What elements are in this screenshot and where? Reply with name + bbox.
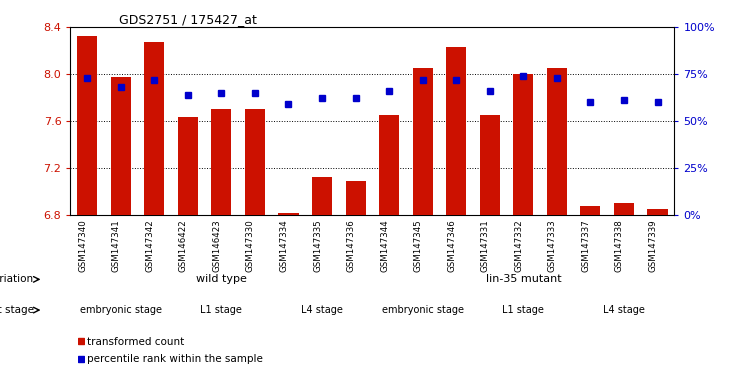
Text: L4 stage: L4 stage bbox=[603, 305, 645, 315]
Text: GSM147337: GSM147337 bbox=[582, 219, 591, 271]
Bar bbox=[312, 177, 332, 215]
Bar bbox=[379, 115, 399, 215]
Text: GSM147335: GSM147335 bbox=[313, 219, 322, 271]
Bar bbox=[110, 78, 131, 215]
Bar bbox=[77, 36, 97, 215]
Text: GSM147344: GSM147344 bbox=[380, 219, 389, 271]
Text: L4 stage: L4 stage bbox=[301, 305, 343, 315]
Bar bbox=[479, 115, 500, 215]
Text: L1 stage: L1 stage bbox=[502, 305, 545, 315]
Bar bbox=[413, 68, 433, 215]
Bar bbox=[648, 209, 668, 215]
Bar bbox=[178, 118, 198, 215]
Bar bbox=[446, 47, 466, 215]
Text: GSM147330: GSM147330 bbox=[246, 219, 255, 271]
Bar bbox=[211, 109, 231, 215]
Text: L1 stage: L1 stage bbox=[200, 305, 242, 315]
Text: development stage: development stage bbox=[0, 305, 34, 315]
Text: GDS2751 / 175427_at: GDS2751 / 175427_at bbox=[119, 13, 256, 26]
Text: wild type: wild type bbox=[196, 274, 247, 285]
Text: embryonic stage: embryonic stage bbox=[382, 305, 464, 315]
Text: GSM147340: GSM147340 bbox=[78, 219, 87, 271]
Text: GSM146423: GSM146423 bbox=[213, 219, 222, 271]
Text: GSM147346: GSM147346 bbox=[448, 219, 456, 271]
Bar bbox=[245, 109, 265, 215]
Text: GSM147342: GSM147342 bbox=[145, 219, 154, 271]
Text: GSM147336: GSM147336 bbox=[347, 219, 356, 271]
Text: transformed count: transformed count bbox=[87, 337, 184, 347]
Text: GSM147339: GSM147339 bbox=[648, 219, 657, 271]
Bar bbox=[547, 68, 567, 215]
Text: GSM147332: GSM147332 bbox=[514, 219, 523, 271]
Bar bbox=[614, 203, 634, 215]
Text: GSM147331: GSM147331 bbox=[481, 219, 490, 271]
Bar bbox=[279, 213, 299, 215]
Text: GSM147334: GSM147334 bbox=[279, 219, 288, 271]
Text: embryonic stage: embryonic stage bbox=[80, 305, 162, 315]
Bar bbox=[345, 181, 365, 215]
Text: GSM147333: GSM147333 bbox=[548, 219, 557, 271]
Text: percentile rank within the sample: percentile rank within the sample bbox=[87, 354, 262, 364]
Text: GSM146422: GSM146422 bbox=[179, 219, 187, 271]
Text: GSM147341: GSM147341 bbox=[112, 219, 121, 271]
Text: GSM147345: GSM147345 bbox=[413, 219, 422, 271]
Text: lin-35 mutant: lin-35 mutant bbox=[485, 274, 561, 285]
Bar bbox=[580, 205, 600, 215]
Bar bbox=[144, 42, 165, 215]
Text: GSM147338: GSM147338 bbox=[615, 219, 624, 271]
Bar bbox=[514, 74, 534, 215]
Text: genotype/variation: genotype/variation bbox=[0, 274, 34, 285]
